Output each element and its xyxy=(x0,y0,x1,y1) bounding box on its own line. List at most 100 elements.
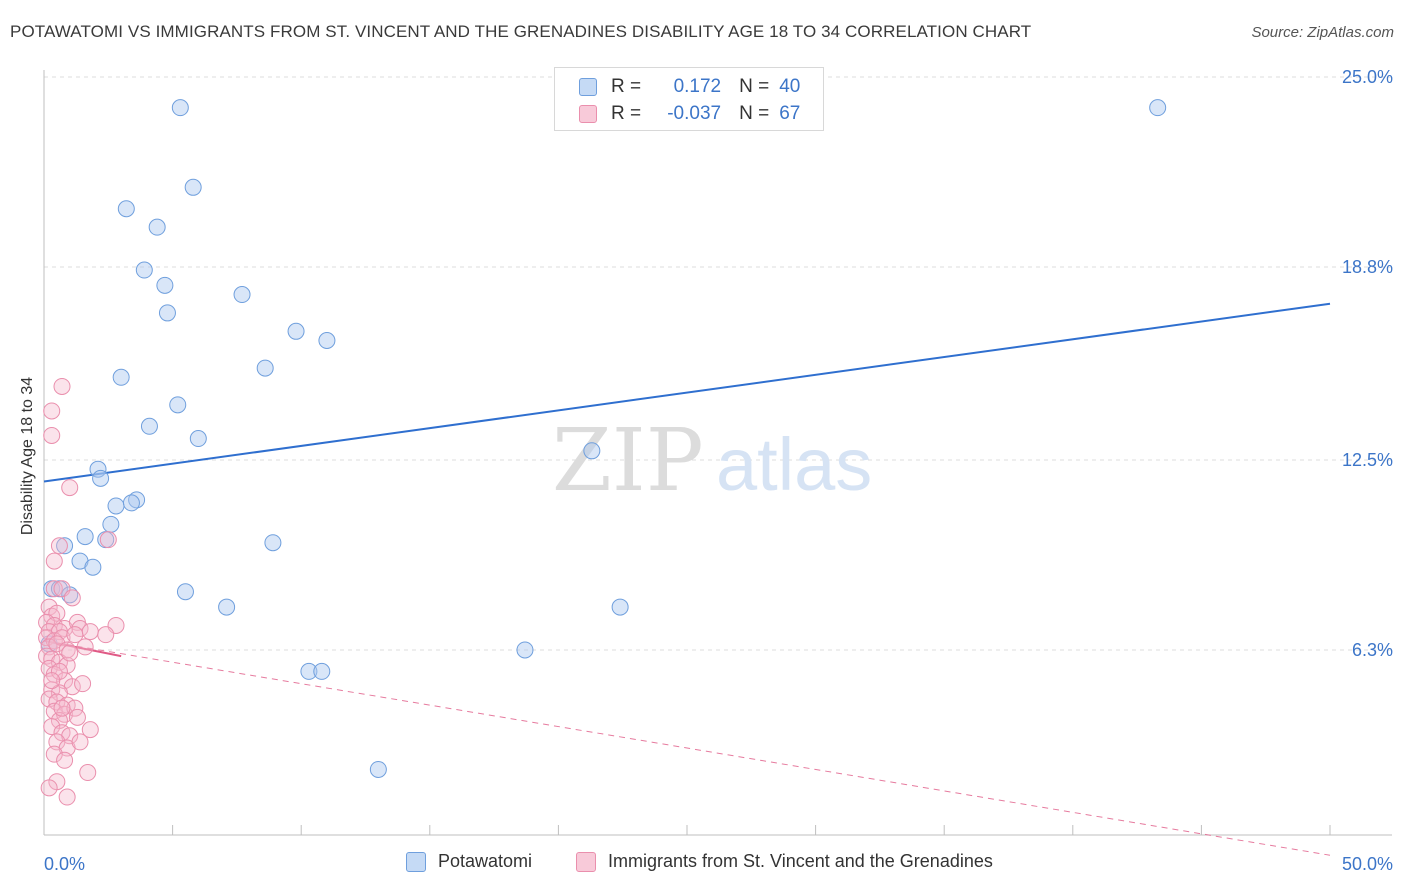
point-immigrants xyxy=(68,708,86,726)
legend-n-label: N = xyxy=(739,76,770,97)
point-immigrants xyxy=(48,635,66,653)
watermark-zip: ZIP xyxy=(552,411,704,511)
series-label-immigrants: Immigrants from St. Vincent and the Gren… xyxy=(608,851,993,871)
series-swatch-blue xyxy=(406,851,426,872)
point-potawatomi xyxy=(176,583,194,601)
point-immigrants xyxy=(71,733,89,751)
point-immigrants xyxy=(58,788,76,806)
point-potawatomi xyxy=(92,469,110,487)
legend-r-label: R = xyxy=(611,76,642,97)
point-potawatomi xyxy=(117,200,135,218)
legend-r-value: -0.037 xyxy=(667,103,722,124)
point-potawatomi xyxy=(76,528,94,546)
legend-swatch-blue xyxy=(579,78,597,96)
point-immigrants xyxy=(53,377,71,395)
point-immigrants xyxy=(50,537,68,555)
point-immigrants xyxy=(99,531,117,549)
series-swatch-pink xyxy=(576,851,596,872)
point-potawatomi xyxy=(140,417,158,435)
point-immigrants xyxy=(43,426,61,444)
point-immigrants xyxy=(79,764,97,782)
y-tick-label: 6.3% xyxy=(1352,640,1393,660)
series-label-potawatomi: Potawatomi xyxy=(438,851,533,871)
point-immigrants xyxy=(53,699,71,717)
point-potawatomi xyxy=(287,322,305,340)
legend-r-value: 0.172 xyxy=(673,76,722,97)
correlation-legend: R = 0.172 N = 40 R = -0.037 N = 67 xyxy=(554,67,824,131)
y-axis-label: Disability Age 18 to 34 xyxy=(19,376,36,536)
y-tick-labels: 6.3% 12.5% 18.8% 25.0% xyxy=(1342,67,1393,660)
legend-n-value: 67 xyxy=(779,103,801,124)
point-potawatomi xyxy=(313,662,331,680)
watermark-atlas: atlas xyxy=(716,423,872,506)
point-immigrants xyxy=(45,552,63,570)
point-immigrants xyxy=(76,638,94,656)
point-potawatomi xyxy=(156,276,174,294)
series-legend: Potawatomi Immigrants from St. Vincent a… xyxy=(0,851,1406,877)
gridlines xyxy=(44,76,1392,651)
point-immigrants xyxy=(43,402,61,420)
point-potawatomi xyxy=(122,494,140,512)
point-potawatomi xyxy=(318,332,336,350)
point-immigrants xyxy=(74,675,92,693)
point-immigrants xyxy=(61,644,79,662)
point-immigrants xyxy=(45,745,63,763)
y-tick-label: 25.0% xyxy=(1342,67,1393,87)
point-immigrants xyxy=(56,751,74,769)
x-tick-label-max: 50.0% xyxy=(1342,854,1393,874)
point-potawatomi xyxy=(611,598,629,616)
source-label: Source: ZipAtlas.com xyxy=(1251,24,1394,41)
point-immigrants xyxy=(43,718,61,736)
point-immigrants xyxy=(43,672,61,690)
point-immigrants xyxy=(81,623,99,641)
point-potawatomi xyxy=(369,760,387,778)
point-potawatomi xyxy=(107,497,125,515)
point-potawatomi xyxy=(256,359,274,377)
legend-row-immigrants: R = -0.037 N = 67 xyxy=(579,101,800,127)
point-potawatomi xyxy=(112,368,130,386)
legend-n-label: N = xyxy=(739,103,770,124)
points-immigrants xyxy=(38,377,125,806)
point-potawatomi xyxy=(264,534,282,552)
point-potawatomi xyxy=(84,558,102,576)
legend-row-potawatomi: R = 0.172 N = 40 xyxy=(579,74,800,100)
point-immigrants xyxy=(81,721,99,739)
point-potawatomi xyxy=(218,598,236,616)
watermark: ZIP atlas xyxy=(552,411,872,511)
point-potawatomi xyxy=(300,662,318,680)
point-immigrants xyxy=(97,626,115,644)
trend-lines xyxy=(43,302,1331,856)
y-tick-label: 18.8% xyxy=(1342,257,1393,277)
axes xyxy=(43,70,1392,836)
series-legend-potawatomi: Potawatomi xyxy=(406,851,532,872)
legend-n-value: 40 xyxy=(779,76,801,97)
point-potawatomi xyxy=(148,218,166,236)
x-tick-labels: 0.0% 50.0% xyxy=(44,854,1393,874)
point-immigrants xyxy=(63,589,81,607)
point-immigrants xyxy=(61,479,79,497)
point-potawatomi xyxy=(583,442,601,460)
x-tick-label-min: 0.0% xyxy=(44,854,85,874)
legend-swatch-pink xyxy=(579,105,597,123)
x-ticks xyxy=(43,825,1331,835)
point-potawatomi xyxy=(184,178,202,196)
point-potawatomi xyxy=(1149,99,1167,117)
point-potawatomi xyxy=(171,99,189,117)
point-potawatomi xyxy=(189,430,207,448)
legend-r-label: R = xyxy=(611,103,642,124)
point-potawatomi xyxy=(233,286,251,304)
series-legend-immigrants: Immigrants from St. Vincent and the Gren… xyxy=(576,851,993,872)
chart-title: POTAWATOMI VS IMMIGRANTS FROM ST. VINCEN… xyxy=(10,22,1032,41)
point-potawatomi xyxy=(169,396,187,414)
trend-line-potawatomi xyxy=(43,302,1331,483)
point-potawatomi xyxy=(102,515,120,533)
point-potawatomi xyxy=(158,304,176,322)
point-potawatomi xyxy=(128,491,146,509)
point-potawatomi xyxy=(135,261,153,279)
point-potawatomi xyxy=(56,537,74,555)
y-tick-label: 12.5% xyxy=(1342,450,1393,470)
trend-line-immigrants-extended xyxy=(43,640,1331,856)
point-potawatomi xyxy=(516,641,534,659)
point-immigrants xyxy=(58,641,76,659)
